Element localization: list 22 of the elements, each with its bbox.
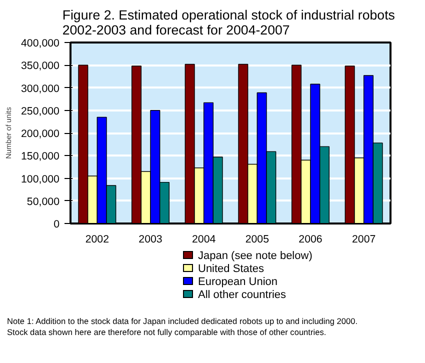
y-tick-label: 0 [54, 218, 60, 230]
text: Stock data shown here are therefore not fully comparable with those of other countries. [7, 327, 328, 338]
chart-title: Figure 2. Estimated operational stock of industrial robots 2002-2003 and forecast for 2004-2007 [62, 8, 396, 38]
y-tick-label: 350,000 [20, 60, 60, 72]
y-tick-label: 400,000 [20, 38, 60, 50]
x-tick-label: 2006 [298, 234, 322, 246]
x-tick-label: 2007 [352, 234, 376, 246]
legend-label: Japan (see note below) [197, 250, 314, 263]
x-tick-label: 2002 [85, 234, 110, 246]
y-tick-label: 150,000 [20, 150, 60, 163]
legend-label: All other countries [197, 289, 288, 302]
y-tick-label: 50,000 [26, 196, 60, 208]
legend-label: European Union [197, 276, 279, 289]
text: Note 1: Addition to the stock data for Japan included dedicated robots up to and including 2000. [7, 316, 358, 327]
x-tick-label: 2003 [138, 234, 162, 246]
y-tick-label: 250,000 [20, 105, 60, 118]
y-tick-label: 100,000 [20, 173, 60, 186]
y-tick-label: 300,000 [20, 82, 60, 95]
x-tick-label: 2005 [245, 234, 270, 246]
y-tick-label: 200,000 [20, 128, 60, 140]
x-tick-label: 2004 [192, 234, 216, 246]
legend-label: United States [197, 263, 266, 276]
